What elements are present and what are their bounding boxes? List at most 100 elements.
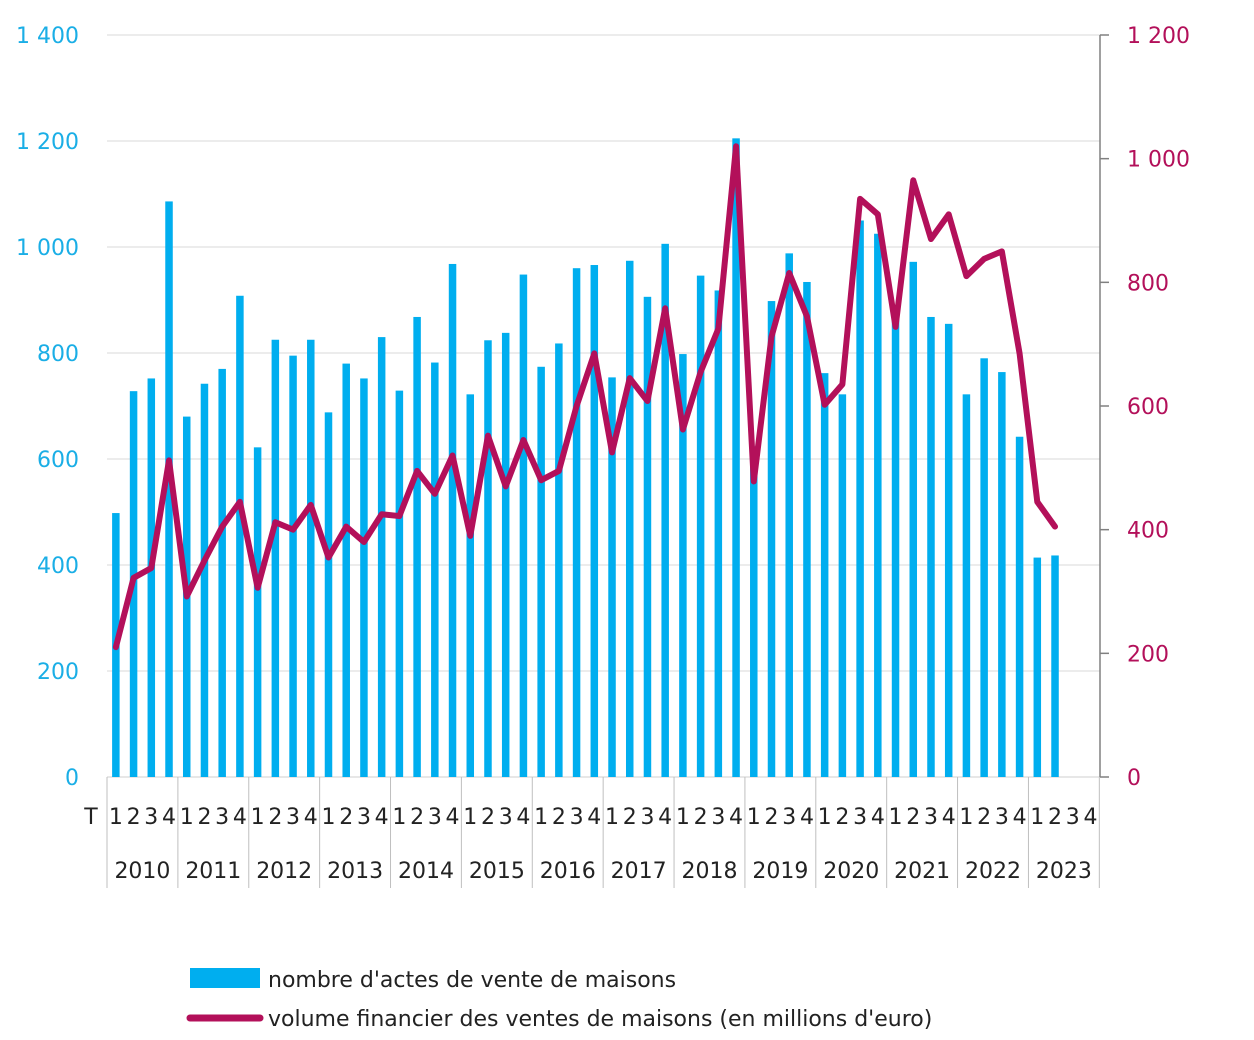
quarter-tick-label: 2	[694, 805, 708, 830]
quarter-tick-label: 1	[109, 805, 123, 830]
bar	[980, 358, 988, 777]
quarter-tick-label: 3	[570, 805, 584, 830]
quarter-tick-label: 2	[268, 805, 282, 830]
quarter-tick-label: 2	[1048, 805, 1062, 830]
bar	[944, 323, 953, 777]
left-tick-label: 0	[65, 766, 79, 791]
right-axis: 0 200 400 600 800 1 000 1 200	[1099, 24, 1190, 791]
bar	[236, 295, 244, 777]
year-tick-label: 2018	[681, 859, 737, 884]
left-tick-label: 1 000	[16, 236, 79, 261]
quarter-tick-label: 2	[765, 805, 779, 830]
left-axis: 0 200 400 600 800 1 000 1 200 1 400	[16, 24, 79, 791]
quarter-tick-label: 3	[286, 805, 300, 830]
quarter-tick-label: 3	[995, 805, 1009, 830]
bar	[1051, 555, 1059, 777]
quarter-tick-label: 1	[676, 805, 690, 830]
quarter-tick-label: 2	[906, 805, 920, 830]
year-tick-label: 2011	[185, 859, 241, 884]
year-tick-label: 2022	[965, 859, 1021, 884]
left-tick-label: 1 200	[16, 130, 79, 155]
quarter-tick-label: 3	[144, 805, 158, 830]
right-tick-label: 800	[1127, 271, 1169, 296]
quarter-tick-label: 1	[534, 805, 548, 830]
right-tick-label: 1 000	[1127, 148, 1190, 173]
quarter-axis-label: T	[83, 805, 98, 830]
quarter-tick-label: 4	[729, 805, 743, 830]
quarter-tick-label: 4	[942, 805, 956, 830]
legend: nombre d'actes de vente de maisons volum…	[186, 968, 932, 1032]
quarter-tick-label: 4	[446, 805, 460, 830]
bar	[643, 296, 652, 777]
bar	[891, 316, 900, 777]
quarter-tick-label: 3	[782, 805, 796, 830]
legend-label-line: volume financier des ventes de maisons (…	[268, 1007, 932, 1032]
bar	[714, 290, 723, 777]
bar	[909, 261, 918, 778]
bar	[874, 233, 882, 777]
line-series	[112, 143, 1059, 651]
quarter-tick-label: 1	[1030, 805, 1044, 830]
bar	[1033, 557, 1042, 777]
bar	[608, 377, 616, 777]
quarter-tick-label: 4	[162, 805, 176, 830]
bar	[147, 378, 156, 777]
right-tick-label: 1 200	[1127, 24, 1190, 49]
quarter-tick-label: 2	[552, 805, 566, 830]
quarter-tick-label: 3	[215, 805, 229, 830]
quarter-tick-label: 4	[658, 805, 672, 830]
bar	[519, 274, 528, 777]
quarter-tick-label: 3	[853, 805, 867, 830]
bar	[838, 394, 847, 777]
left-tick-label: 400	[37, 554, 79, 579]
quarter-tick-label: 4	[1083, 805, 1097, 830]
quarter-tick-label: 4	[1013, 805, 1027, 830]
bar	[271, 339, 280, 777]
quarter-tick-label: 4	[800, 805, 814, 830]
quarter-tick-label: 1	[818, 805, 832, 830]
quarter-tick-label: 1	[180, 805, 194, 830]
bar	[661, 243, 669, 777]
year-tick-label: 2012	[256, 859, 312, 884]
year-tick-label: 2014	[398, 859, 454, 884]
quarter-tick-label: 1	[959, 805, 973, 830]
quarter-tick-label: 2	[481, 805, 495, 830]
bar	[537, 366, 545, 777]
left-tick-label: 600	[37, 448, 79, 473]
bar	[289, 355, 297, 777]
year-tick-label: 2017	[611, 859, 667, 884]
year-tick-label: 2016	[540, 859, 596, 884]
bar	[625, 260, 634, 777]
bar	[1015, 436, 1024, 777]
bar	[555, 343, 563, 777]
quarter-tick-label: 4	[516, 805, 530, 830]
left-tick-label: 800	[37, 342, 79, 367]
bar	[803, 281, 811, 777]
quarter-tick-label: 1	[605, 805, 619, 830]
quarter-tick-label: 4	[871, 805, 885, 830]
quarter-tick-label: 3	[640, 805, 654, 830]
bar	[590, 265, 599, 777]
quarter-tick-label: 1	[322, 805, 336, 830]
bar	[484, 340, 492, 777]
quarter-tick-label: 3	[357, 805, 371, 830]
bar	[200, 383, 209, 777]
right-tick-label: 200	[1127, 642, 1169, 667]
quarter-tick-label: 1	[463, 805, 477, 830]
year-tick-label: 2015	[469, 859, 525, 884]
quarter-tick-label: 2	[127, 805, 141, 830]
bar	[732, 138, 740, 778]
quarter-tick-label: 1	[889, 805, 903, 830]
quarter-tick-label: 3	[711, 805, 725, 830]
quarter-tick-label: 3	[428, 805, 442, 830]
quarter-tick-label: 3	[1066, 805, 1080, 830]
quarter-tick-label: 2	[339, 805, 353, 830]
bar	[856, 220, 864, 777]
legend-label-bars: nombre d'actes de vente de maisons	[268, 968, 676, 993]
bar	[962, 394, 971, 777]
right-tick-label: 0	[1127, 766, 1141, 791]
quarter-tick-label: 2	[623, 805, 637, 830]
year-tick-label: 2019	[752, 859, 808, 884]
bar	[307, 339, 315, 777]
